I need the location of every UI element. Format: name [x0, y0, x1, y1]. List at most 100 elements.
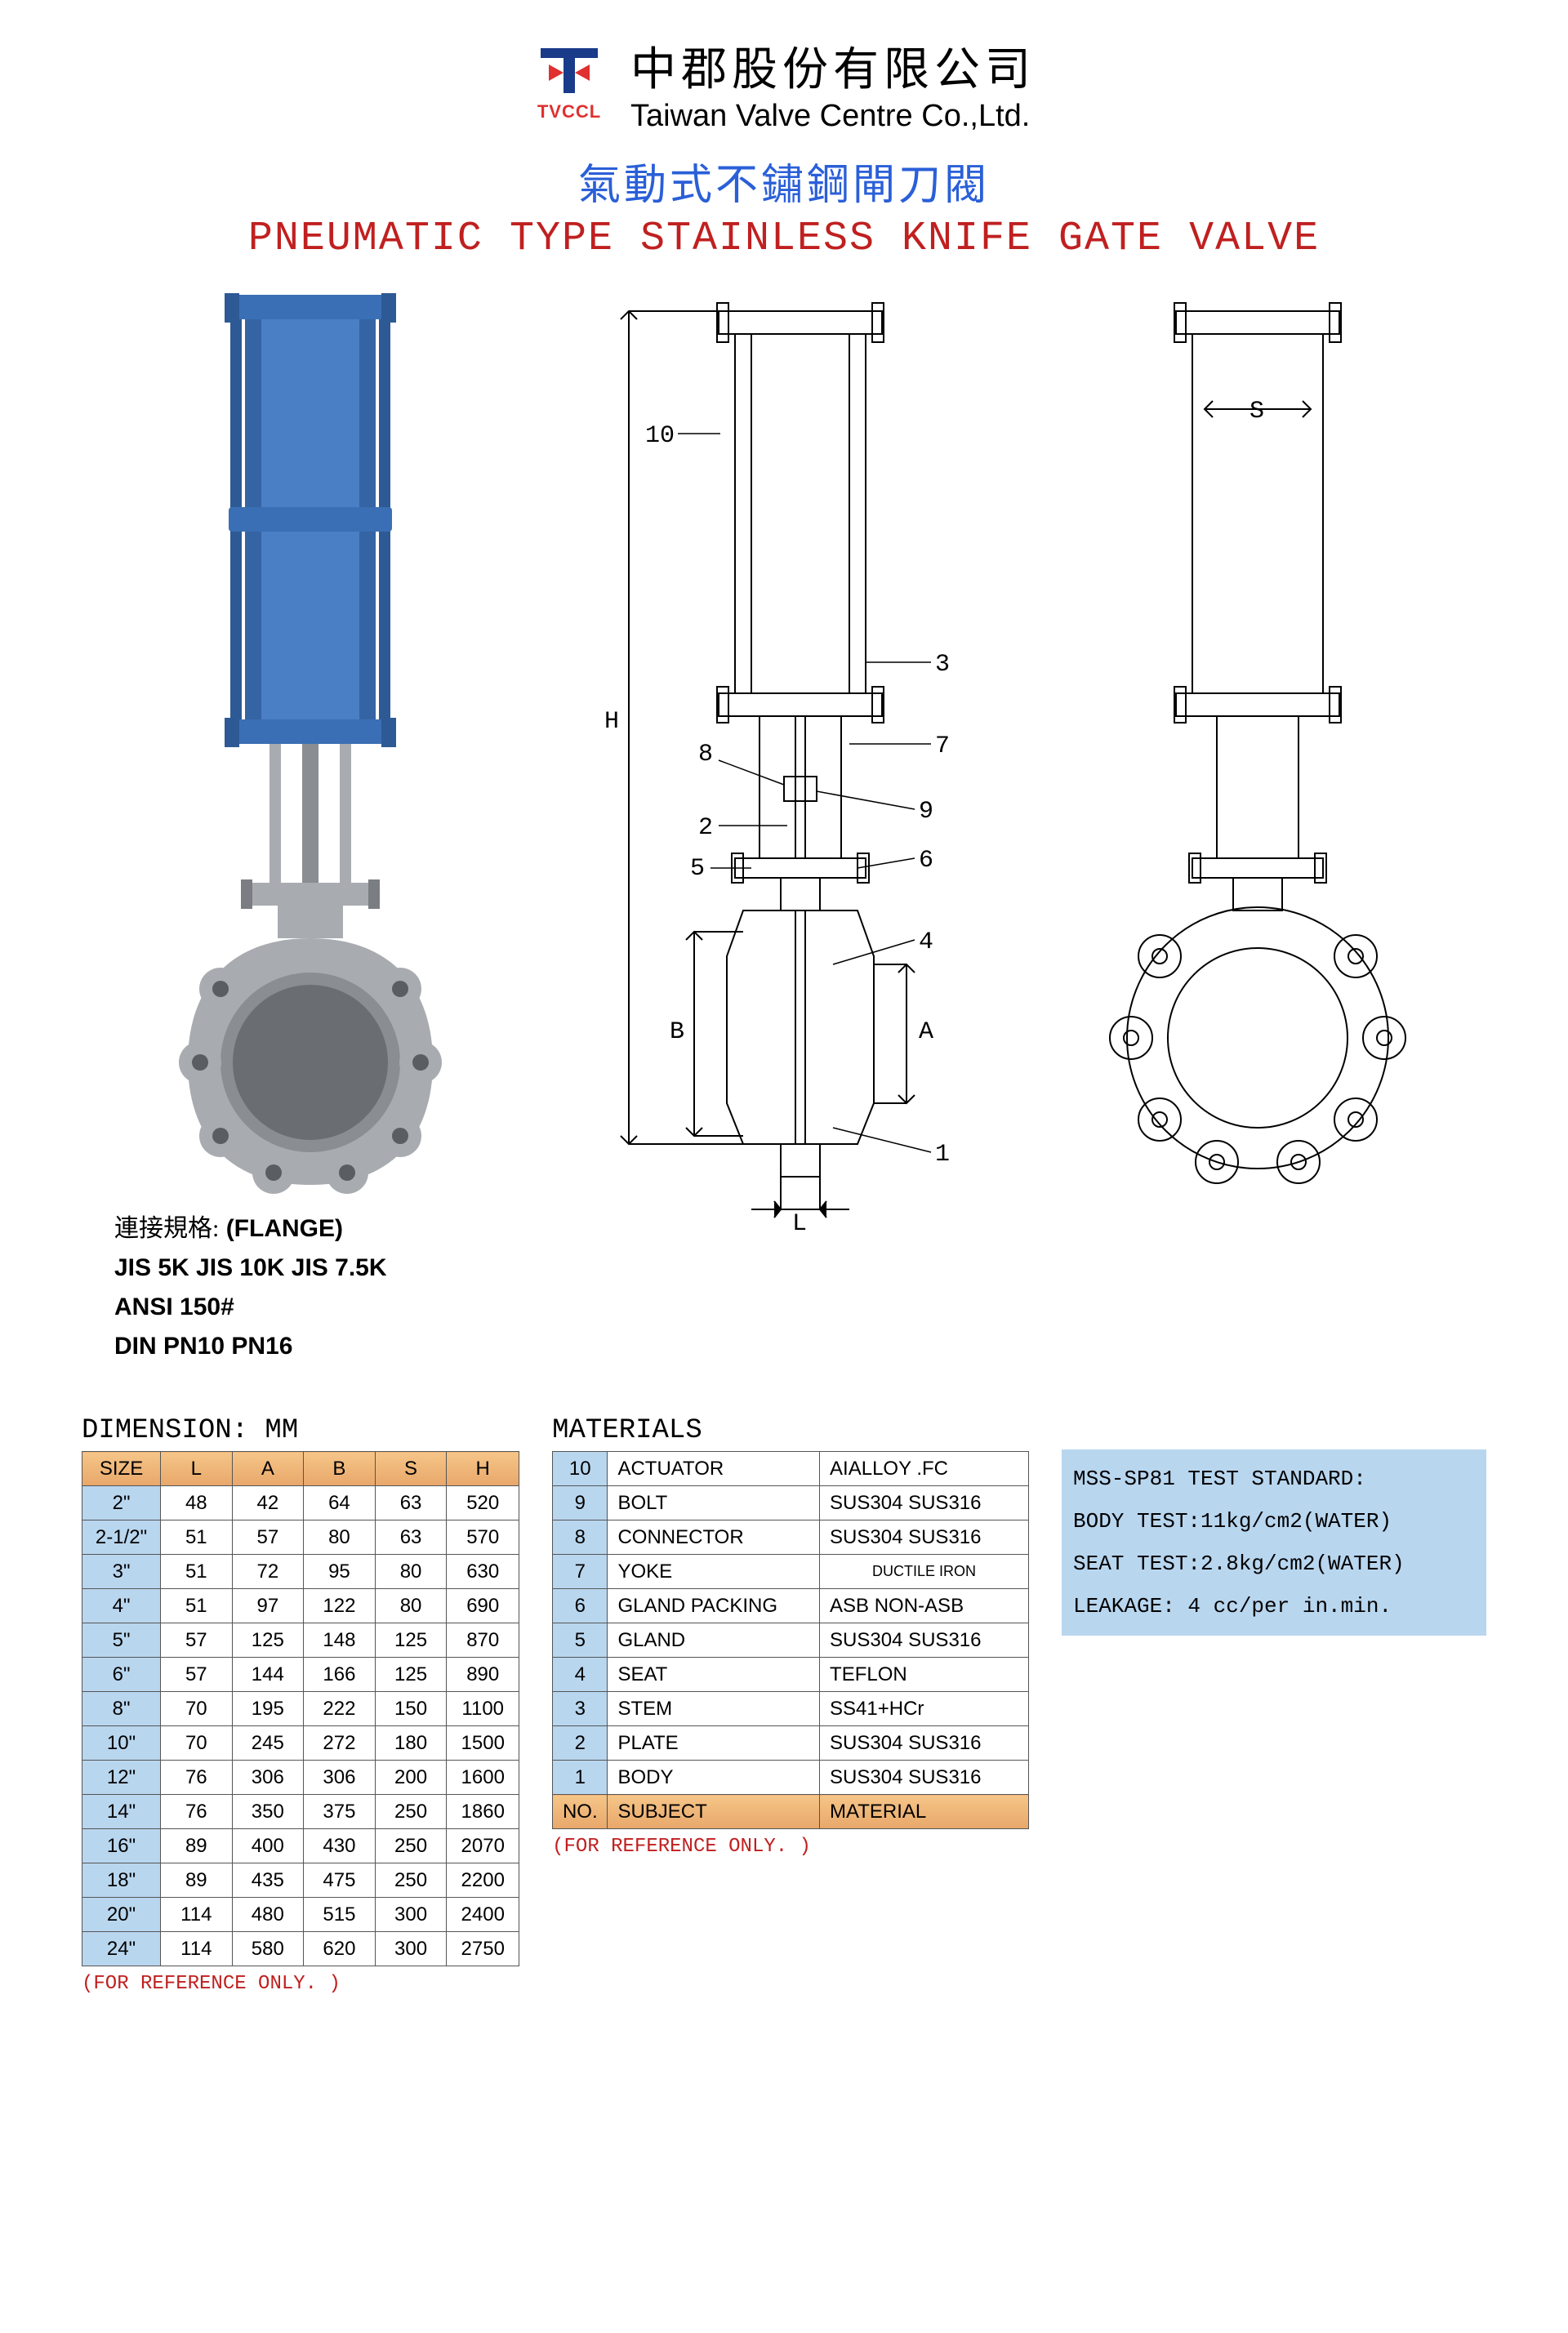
svg-text:4: 4: [919, 928, 933, 956]
table-cell: 515: [304, 1898, 376, 1932]
svg-text:6: 6: [919, 847, 933, 875]
table-cell: 570: [447, 1520, 519, 1555]
table-cell: SUS304 SUS316: [820, 1726, 1029, 1761]
dimension-block: DIMENSION: MM SIZE L A B S H 2"484264635…: [82, 1415, 519, 1995]
table-cell: BODY: [608, 1761, 820, 1795]
svg-text:9: 9: [919, 798, 933, 826]
table-cell: 80: [375, 1589, 447, 1623]
dim-h-a: A: [232, 1452, 304, 1486]
dim-a-label: A: [919, 1018, 933, 1046]
table-cell: 222: [304, 1692, 376, 1726]
table-cell: 5: [553, 1623, 608, 1658]
table-cell: 2": [82, 1486, 161, 1520]
table-cell: SUS304 SUS316: [820, 1761, 1029, 1795]
flange-line1: JIS 5K JIS 10K JIS 7.5K: [114, 1249, 539, 1288]
product-title-en: PNEUMATIC TYPE STAINLESS KNIFE GATE VALV…: [82, 216, 1486, 262]
table-cell: 10": [82, 1726, 161, 1761]
mat-h-mat: MATERIAL: [820, 1795, 1029, 1829]
table-cell: 70: [161, 1726, 232, 1761]
table-row: 4SEATTEFLON: [553, 1658, 1029, 1692]
table-cell: 6": [82, 1658, 161, 1692]
flange-line2: ANSI 150#: [114, 1288, 539, 1327]
table-cell: 180: [375, 1726, 447, 1761]
table-cell: 57: [161, 1623, 232, 1658]
mat-h-no: NO.: [553, 1795, 608, 1829]
table-cell: 890: [447, 1658, 519, 1692]
table-cell: 20": [82, 1898, 161, 1932]
table-row: 3STEMSS41+HCr: [553, 1692, 1029, 1726]
table-row: 16"894004302502070: [82, 1829, 519, 1863]
table-cell: 630: [447, 1555, 519, 1589]
table-cell: 9: [553, 1486, 608, 1520]
table-cell: 4: [553, 1658, 608, 1692]
dim-b-label: B: [670, 1018, 684, 1046]
table-cell: YOKE: [608, 1555, 820, 1589]
table-cell: 166: [304, 1658, 376, 1692]
table-row: 5GLANDSUS304 SUS316: [553, 1623, 1029, 1658]
table-cell: 306: [232, 1761, 304, 1795]
table-cell: PLATE: [608, 1726, 820, 1761]
table-cell: 272: [304, 1726, 376, 1761]
table-row: 2-1/2"51578063570: [82, 1520, 519, 1555]
table-cell: 16": [82, 1829, 161, 1863]
table-cell: 2: [553, 1726, 608, 1761]
table-row: 14"763503752501860: [82, 1795, 519, 1829]
dim-h-l: L: [161, 1452, 232, 1486]
company-name-en: Taiwan Valve Centre Co.,Ltd.: [630, 99, 1036, 134]
table-cell: 148: [304, 1623, 376, 1658]
table-cell: CONNECTOR: [608, 1520, 820, 1555]
svg-text:7: 7: [935, 732, 950, 760]
flange-label: 連接規格:: [114, 1215, 219, 1242]
table-cell: 475: [304, 1863, 376, 1898]
table-cell: 42: [232, 1486, 304, 1520]
table-cell: 8": [82, 1692, 161, 1726]
table-cell: 2750: [447, 1932, 519, 1966]
dim-h-size: SIZE: [82, 1452, 161, 1486]
svg-text:3: 3: [935, 651, 950, 679]
product-title-zh: 氣動式不鏽鋼閘刀閥: [82, 150, 1486, 211]
table-cell: 1600: [447, 1761, 519, 1795]
table-cell: 300: [375, 1932, 447, 1966]
table-cell: 70: [161, 1692, 232, 1726]
table-cell: 57: [161, 1658, 232, 1692]
table-cell: 80: [304, 1520, 376, 1555]
table-cell: 620: [304, 1932, 376, 1966]
materials-table: 10ACTUATORAIALLOY .FC9BOLTSUS304 SUS3168…: [552, 1451, 1029, 1829]
table-cell: 150: [375, 1692, 447, 1726]
table-cell: 125: [375, 1658, 447, 1692]
svg-text:1: 1: [935, 1141, 950, 1169]
table-row: 18"894354752502200: [82, 1863, 519, 1898]
section-drawing-column: H B A L 10 3 7 8 9 2 5 6 4 1: [555, 287, 1013, 1234]
table-cell: 64: [304, 1486, 376, 1520]
render-column: 連接規格: (FLANGE) JIS 5K JIS 10K JIS 7.5K A…: [82, 287, 539, 1366]
table-cell: 2-1/2": [82, 1520, 161, 1555]
table-cell: 4": [82, 1589, 161, 1623]
table-cell: 114: [161, 1932, 232, 1966]
svg-text:10: 10: [645, 422, 675, 450]
table-cell: 3: [553, 1692, 608, 1726]
table-cell: 2400: [447, 1898, 519, 1932]
dim-h-h: H: [447, 1452, 519, 1486]
table-cell: TEFLON: [820, 1658, 1029, 1692]
company-logo: TVCCL: [532, 44, 606, 122]
table-cell: 2200: [447, 1863, 519, 1898]
table-cell: SUS304 SUS316: [820, 1623, 1029, 1658]
logo-brand: TVCCL: [537, 101, 601, 122]
materials-header-row: NO. SUBJECT MATERIAL: [553, 1795, 1029, 1829]
materials-block: MATERIALS 10ACTUATORAIALLOY .FC9BOLTSUS3…: [552, 1415, 1029, 1858]
table-row: 12"763063062001600: [82, 1761, 519, 1795]
figures-row: 連接規格: (FLANGE) JIS 5K JIS 10K JIS 7.5K A…: [82, 287, 1486, 1366]
flange-spec: 連接規格: (FLANGE) JIS 5K JIS 10K JIS 7.5K A…: [82, 1209, 539, 1366]
table-cell: SS41+HCr: [820, 1692, 1029, 1726]
table-cell: 89: [161, 1829, 232, 1863]
table-cell: 114: [161, 1898, 232, 1932]
table-cell: 250: [375, 1795, 447, 1829]
table-cell: 195: [232, 1692, 304, 1726]
table-row: 2PLATESUS304 SUS316: [553, 1726, 1029, 1761]
table-cell: 51: [161, 1520, 232, 1555]
table-cell: 76: [161, 1761, 232, 1795]
table-cell: 63: [375, 1486, 447, 1520]
table-cell: 80: [375, 1555, 447, 1589]
test-block: MSS-SP81 TEST STANDARD: BODY TEST:11kg/c…: [1062, 1449, 1486, 1636]
test-line3: SEAT TEST:2.8kg/cm2(WATER): [1073, 1543, 1475, 1585]
